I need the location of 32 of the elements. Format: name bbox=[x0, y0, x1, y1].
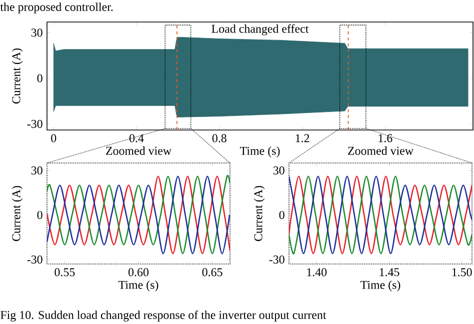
x-tick-label: 0.55 bbox=[54, 268, 75, 276]
chart-title: Zoomed view bbox=[348, 146, 414, 155]
x-axis-title: Time (s) bbox=[240, 146, 280, 158]
y-tick-label: 30 bbox=[31, 166, 42, 174]
y-axis-title: Current (A) bbox=[254, 186, 265, 242]
x-axis-title: Time (s) bbox=[118, 280, 158, 292]
x-tick-label: 1.2 bbox=[296, 134, 310, 142]
x-tick-label: 0.4 bbox=[129, 134, 144, 142]
x-tick-label: 1.6 bbox=[378, 134, 392, 142]
x-tick-label: 1.45 bbox=[380, 268, 400, 276]
x-tick-label: 0.8 bbox=[212, 134, 226, 142]
x-tick-label: 1.40 bbox=[307, 268, 327, 276]
caption: Fig 10. Sudden load changed response of the inverter output current bbox=[0, 310, 326, 322]
text: the proposed controller. bbox=[0, 2, 113, 14]
y-tick-label: 30 bbox=[273, 166, 284, 174]
y-axis-title: Current (A) bbox=[12, 48, 23, 104]
annotation: Load changed effect bbox=[212, 24, 309, 36]
y-tick-label: 0 bbox=[37, 210, 42, 220]
x-axis-title: Time (s) bbox=[360, 280, 400, 292]
x-tick-label: 0.65 bbox=[202, 268, 222, 276]
y-tick-label: -30 bbox=[27, 256, 42, 264]
y-tick-label: 30 bbox=[31, 28, 42, 37]
y-tick-label: 0 bbox=[279, 210, 284, 220]
y-tick-label: 0 bbox=[37, 74, 42, 82]
x-tick-label: 0 bbox=[51, 134, 56, 142]
y-axis-title: Current (A) bbox=[12, 186, 23, 242]
x-tick-label: 1.50 bbox=[452, 268, 472, 276]
y-tick-label: -30 bbox=[27, 120, 42, 128]
chart-title: Zoomed view bbox=[106, 146, 172, 155]
y-tick-label: -30 bbox=[269, 256, 284, 264]
x-tick-label: 0.60 bbox=[128, 268, 148, 276]
line-series bbox=[289, 176, 472, 254]
